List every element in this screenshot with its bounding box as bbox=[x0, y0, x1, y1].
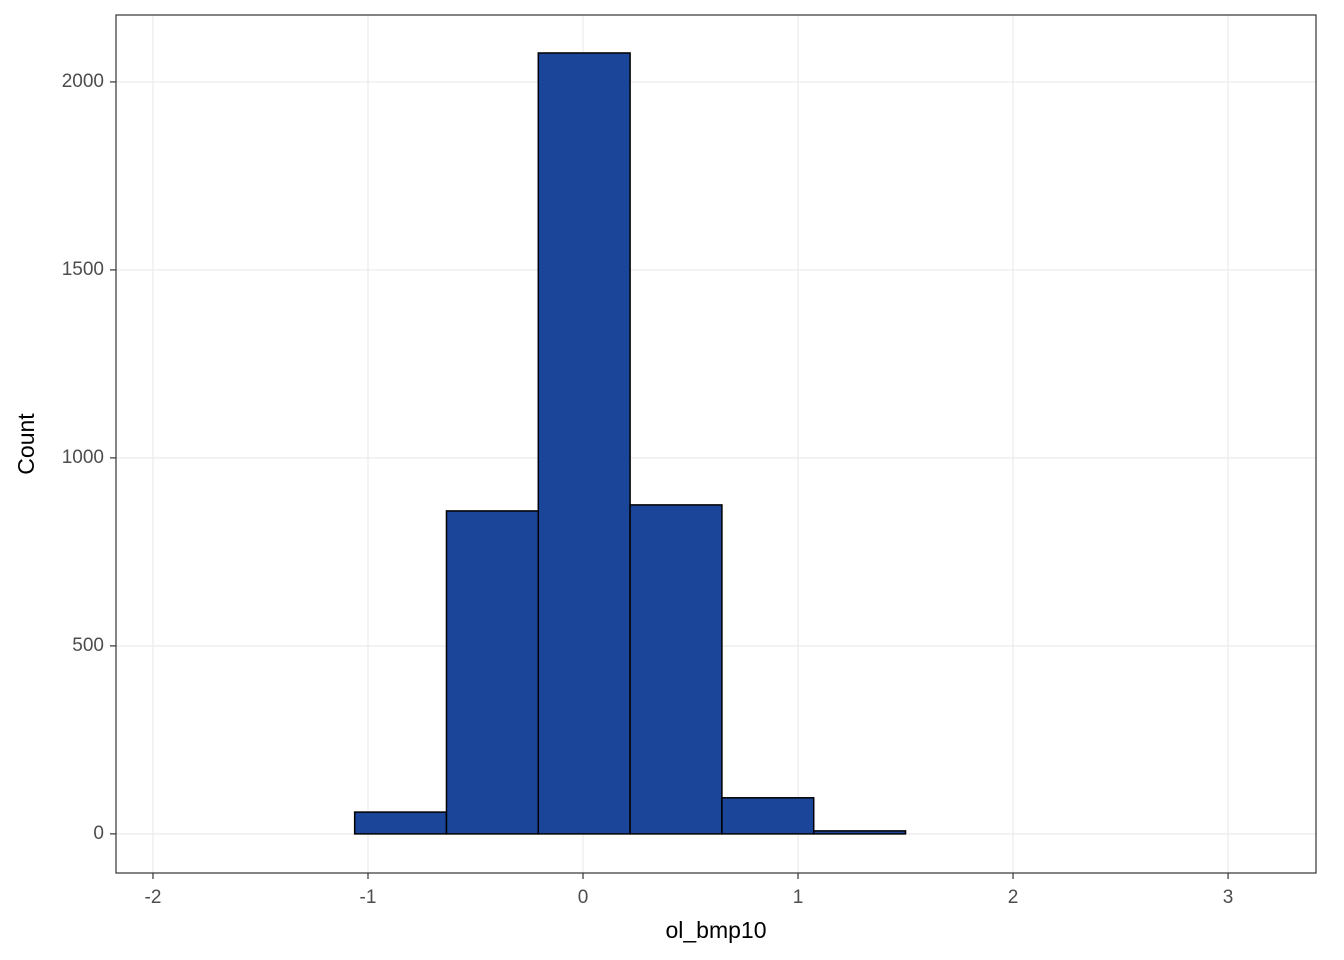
x-tick-label: -2 bbox=[145, 887, 162, 908]
panel-border bbox=[115, 14, 1317, 874]
bar bbox=[629, 504, 723, 835]
bar bbox=[537, 52, 631, 835]
x-tick-label: 1 bbox=[793, 887, 804, 908]
x-tick-label: 3 bbox=[1223, 887, 1234, 908]
x-axis-title: ol_bmp10 bbox=[665, 917, 766, 943]
y-tick-label: 0 bbox=[93, 823, 104, 844]
bar bbox=[353, 811, 448, 835]
bar bbox=[445, 510, 540, 835]
x-tick-label: 0 bbox=[578, 887, 589, 908]
y-tick-label: 500 bbox=[72, 635, 104, 656]
y-tick-label: 1500 bbox=[62, 259, 104, 280]
x-tick-label: 2 bbox=[1008, 887, 1019, 908]
bars bbox=[353, 52, 907, 835]
ticks: -2 -1 0 1 2 3 0 500 1000 1500 2000 bbox=[62, 71, 1234, 908]
y-tick-label: 1000 bbox=[62, 447, 104, 468]
bar bbox=[812, 830, 907, 835]
y-tick-label: 2000 bbox=[62, 71, 104, 92]
bar bbox=[721, 797, 815, 835]
x-tick-label: -1 bbox=[360, 887, 377, 908]
y-axis-title: Count bbox=[13, 413, 39, 475]
